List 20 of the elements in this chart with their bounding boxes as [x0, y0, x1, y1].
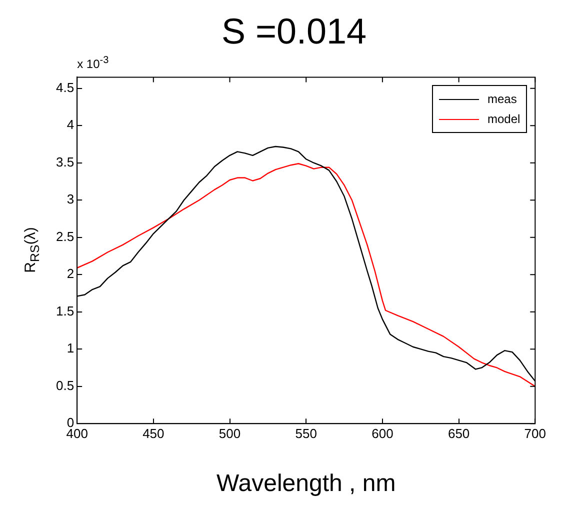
- legend-label: meas: [487, 92, 517, 106]
- y-tick-label: 0.5: [56, 378, 74, 393]
- chart-title: S =0.014: [221, 10, 367, 52]
- y-tick-label: 2: [66, 266, 74, 282]
- y-tick-label: 4.5: [56, 80, 74, 95]
- x-tick-label: 600: [372, 426, 394, 441]
- y-tick-label: 1.5: [56, 303, 74, 318]
- legend-label: model: [487, 112, 520, 126]
- y-tick-label: 4: [66, 117, 74, 132]
- x-tick-label: 550: [295, 426, 317, 441]
- x-tick-label: 650: [448, 426, 470, 441]
- y-tick-label: 3: [66, 192, 74, 207]
- x-tick-label: 500: [218, 426, 241, 441]
- x-axis-title: Wavelength , nm: [216, 470, 396, 498]
- y-tick-label: 1: [66, 340, 74, 356]
- y-tick-label: 3.5: [56, 154, 74, 170]
- y-tick-label: 2.5: [56, 228, 74, 244]
- x-tick-label: 450: [142, 426, 164, 441]
- x-tick-label: 700: [524, 426, 546, 441]
- text: x 10$^{-3}$: [77, 55, 109, 72]
